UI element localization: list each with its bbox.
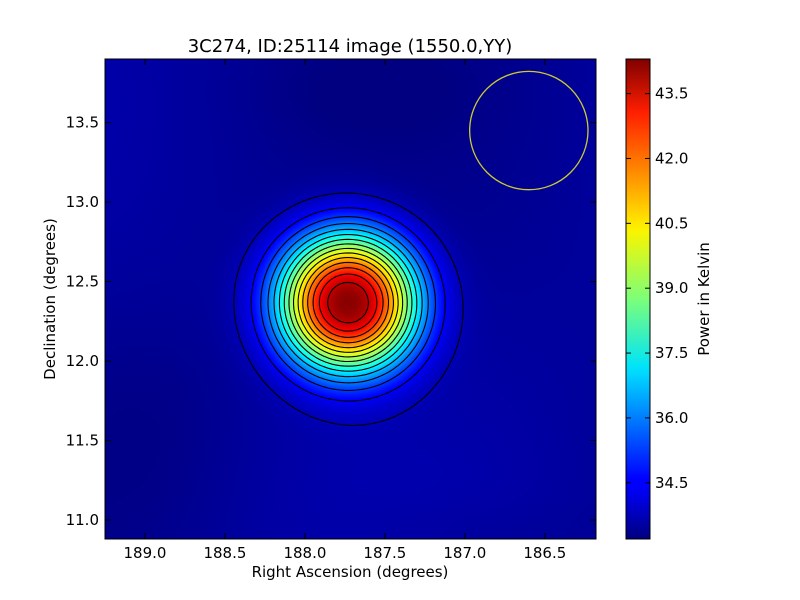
- x-tick-label: 188.0: [283, 544, 326, 562]
- colorbar-label: Power in Kelvin: [695, 242, 713, 356]
- contour-line: [233, 192, 464, 426]
- y-tick-label: 12.5: [66, 273, 99, 291]
- plot-frame: [104, 58, 597, 540]
- x-axis-label: Right Ascension (degrees): [252, 563, 449, 581]
- heatmap-image: [105, 59, 596, 539]
- y-axis: 11.0 11.5 12.0 12.5 13.0 13.5: [66, 114, 596, 529]
- contour-line: [297, 252, 399, 353]
- colorbar-gradient: [625, 58, 651, 540]
- x-tick-label: 187.5: [363, 544, 406, 562]
- contour-line: [292, 247, 404, 358]
- y-tick-label: 11.0: [66, 511, 99, 529]
- colorbar-ticks: 34.5 36.0 37.5 39.0 40.5 42.0 43.5: [626, 85, 688, 492]
- y-tick-label: 13.5: [66, 114, 99, 132]
- contour-line: [250, 207, 446, 402]
- colorbar-tick-label: 42.0: [655, 149, 688, 167]
- contour-line: [288, 243, 408, 363]
- contour-line: [278, 233, 418, 372]
- contour-line: [267, 222, 429, 384]
- contour-line: [260, 216, 437, 391]
- colorbar-tick-label: 39.0: [655, 279, 688, 297]
- x-axis: 189.0 188.5 188.0 187.5 187.0 186.5: [124, 59, 566, 562]
- contour-line: [327, 281, 369, 324]
- y-tick-label: 13.0: [66, 193, 99, 211]
- contour-line: [283, 238, 413, 367]
- contour-line: [307, 261, 390, 344]
- chart-title: 3C274, ID:25114 image (1550.0,YY): [188, 36, 513, 57]
- x-tick-label: 189.0: [124, 544, 167, 562]
- colorbar-tick-label: 36.0: [655, 409, 688, 427]
- beam-layer: [469, 70, 589, 191]
- contour-line: [312, 267, 384, 338]
- y-tick-label: 12.0: [66, 352, 99, 370]
- plot-area: [104, 58, 597, 540]
- colorbar-tick-label: 37.5: [655, 344, 688, 362]
- y-tick-label: 11.5: [66, 431, 99, 449]
- x-tick-label: 187.0: [443, 544, 486, 562]
- x-tick-label: 186.5: [523, 544, 566, 562]
- contour-line: [318, 273, 378, 332]
- colorbar-tick-label: 40.5: [655, 214, 688, 232]
- colorbar: 34.5 36.0 37.5 39.0 40.5 42.0 43.5 Power in Ke…: [625, 58, 713, 540]
- contour-layer: [233, 192, 464, 426]
- beam-circle: [469, 70, 589, 191]
- contour-line: [302, 256, 394, 349]
- colorbar-tick-label: 43.5: [655, 85, 688, 103]
- y-axis-label: Declination (degrees): [41, 218, 59, 380]
- contour-line: [273, 228, 423, 378]
- colorbar-tick-label: 34.5: [655, 474, 688, 492]
- x-tick-label: 188.5: [203, 544, 246, 562]
